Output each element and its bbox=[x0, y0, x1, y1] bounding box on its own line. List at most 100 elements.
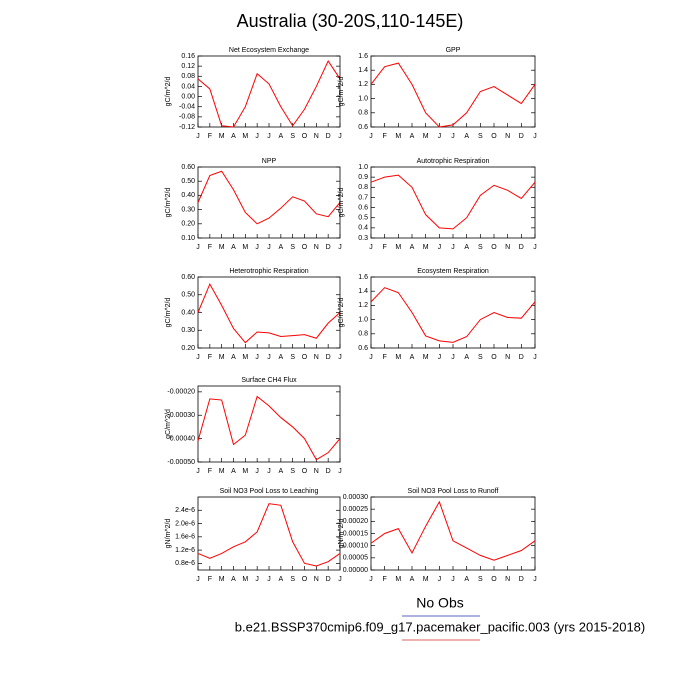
x-tick-label: M bbox=[395, 354, 401, 361]
x-tick-label: N bbox=[314, 354, 319, 361]
x-tick-label: M bbox=[395, 133, 401, 140]
y-tick-label: 1.2e-6 bbox=[175, 547, 195, 554]
footer: b.e21.BSSP370cmip6.f09_g17.pacemaker_pac… bbox=[235, 619, 645, 634]
x-tick-label: J bbox=[451, 244, 455, 251]
y-tick-label: -0.00050 bbox=[167, 459, 195, 466]
x-tick-label: J bbox=[369, 244, 373, 251]
x-tick-label: J bbox=[196, 244, 200, 251]
x-tick-label: M bbox=[242, 133, 248, 140]
x-tick-label: J bbox=[255, 354, 259, 361]
x-tick-label: A bbox=[231, 576, 236, 583]
panel-title: Surface CH4 Flux bbox=[241, 377, 297, 384]
x-tick-label: J bbox=[533, 133, 537, 140]
x-tick-label: S bbox=[290, 576, 295, 583]
y-tick-label: 0.00005 bbox=[343, 555, 368, 562]
y-tick-label: 0.8 bbox=[358, 184, 368, 191]
y-tick-label: 0.60 bbox=[181, 164, 195, 171]
y-tick-label: 1.4 bbox=[358, 288, 368, 295]
x-tick-label: O bbox=[302, 468, 308, 475]
y-tick-label: 0.8e-6 bbox=[175, 560, 195, 567]
x-tick-label: O bbox=[302, 576, 308, 583]
y-tick-label: 0.9 bbox=[358, 174, 368, 181]
x-tick-label: J bbox=[451, 133, 455, 140]
y-tick-label: 2.0e-6 bbox=[175, 520, 195, 527]
x-tick-label: O bbox=[302, 133, 308, 140]
x-tick-label: N bbox=[314, 244, 319, 251]
y-tick-label: 0.12 bbox=[181, 63, 195, 70]
plot-frame bbox=[197, 166, 341, 239]
x-tick-label: J bbox=[196, 576, 200, 583]
x-tick-label: O bbox=[491, 133, 497, 140]
x-tick-label: S bbox=[290, 133, 295, 140]
plot-frame bbox=[197, 55, 341, 128]
x-tick-label: M bbox=[219, 354, 225, 361]
x-tick-label: D bbox=[326, 354, 331, 361]
y-tick-label: 0.20 bbox=[181, 221, 195, 228]
y-axis-label: gN/m^2/d bbox=[338, 519, 345, 549]
x-tick-label: A bbox=[410, 244, 415, 251]
y-tick-label: 0.40 bbox=[181, 309, 195, 316]
y-tick-label: 0.60 bbox=[181, 274, 195, 281]
y-tick-label: 0.40 bbox=[181, 192, 195, 199]
x-tick-label: A bbox=[231, 244, 236, 251]
y-tick-label: 0.00 bbox=[181, 93, 195, 100]
x-tick-label: N bbox=[505, 354, 510, 361]
x-tick-label: J bbox=[369, 354, 373, 361]
x-tick-label: J bbox=[533, 244, 537, 251]
data-line bbox=[197, 503, 341, 567]
x-tick-label: D bbox=[519, 354, 524, 361]
y-axis-label: gN/m^2/d bbox=[165, 519, 172, 549]
data-line bbox=[197, 170, 341, 225]
x-tick-label: M bbox=[242, 576, 248, 583]
plot-frame bbox=[370, 496, 536, 571]
x-tick-label: N bbox=[314, 468, 319, 475]
data-line bbox=[370, 174, 536, 230]
x-tick-label: J bbox=[369, 576, 373, 583]
data-line bbox=[197, 60, 341, 128]
x-tick-label: N bbox=[505, 133, 510, 140]
x-tick-label: F bbox=[208, 468, 212, 475]
x-tick-label: A bbox=[278, 576, 283, 583]
x-tick-label: J bbox=[255, 244, 259, 251]
x-tick-label: F bbox=[208, 244, 212, 251]
panel-title: GPP bbox=[446, 47, 461, 54]
y-tick-label: 0.3 bbox=[358, 235, 368, 242]
y-tick-label: 0.00025 bbox=[343, 506, 368, 513]
y-tick-label: 0.30 bbox=[181, 206, 195, 213]
legend-label: No Obs bbox=[416, 595, 463, 611]
y-tick-label: 0.5 bbox=[358, 215, 368, 222]
y-tick-label: 0.6 bbox=[358, 204, 368, 211]
x-tick-label: A bbox=[231, 354, 236, 361]
y-tick-label: 0.8 bbox=[358, 331, 368, 338]
y-tick-label: 1.2 bbox=[358, 81, 368, 88]
x-tick-label: F bbox=[208, 576, 212, 583]
plot-frame bbox=[370, 166, 536, 239]
x-tick-label: J bbox=[533, 354, 537, 361]
panel-title: Autotrophic Respiration bbox=[417, 158, 490, 165]
x-tick-label: J bbox=[196, 468, 200, 475]
panel-title: Heterotrophic Respiration bbox=[229, 268, 308, 275]
x-tick-label: J bbox=[255, 133, 259, 140]
x-tick-label: A bbox=[410, 576, 415, 583]
x-tick-label: A bbox=[464, 576, 469, 583]
panel-title: NPP bbox=[262, 158, 277, 165]
x-tick-label: J bbox=[438, 354, 442, 361]
plot-frame bbox=[197, 496, 341, 571]
x-tick-label: N bbox=[505, 576, 510, 583]
x-tick-label: O bbox=[302, 354, 308, 361]
panel-title: Soil NO3 Pool Loss to Leaching bbox=[220, 488, 319, 495]
x-tick-label: S bbox=[478, 244, 483, 251]
x-tick-label: F bbox=[383, 133, 387, 140]
x-tick-label: M bbox=[219, 133, 225, 140]
y-tick-label: 0.10 bbox=[181, 235, 195, 242]
x-tick-label: A bbox=[231, 468, 236, 475]
x-tick-label: A bbox=[278, 468, 283, 475]
x-tick-label: S bbox=[290, 354, 295, 361]
panel-title: Soil NO3 Pool Loss to Runoff bbox=[408, 488, 499, 495]
y-tick-label: 0.04 bbox=[181, 83, 195, 90]
y-tick-label: 1.6 bbox=[358, 274, 368, 281]
x-tick-label: J bbox=[438, 244, 442, 251]
x-tick-label: J bbox=[255, 576, 259, 583]
y-tick-label: 0.08 bbox=[181, 73, 195, 80]
